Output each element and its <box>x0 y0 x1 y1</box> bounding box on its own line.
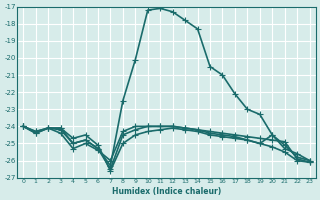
X-axis label: Humidex (Indice chaleur): Humidex (Indice chaleur) <box>112 187 221 196</box>
